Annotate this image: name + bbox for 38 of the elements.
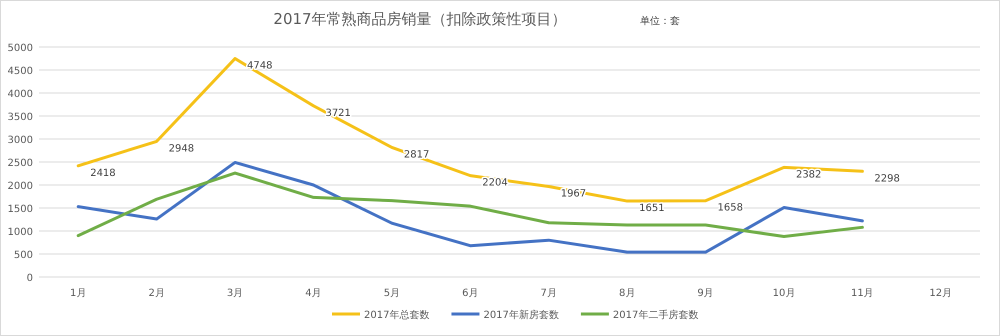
data-label: 1651 xyxy=(639,203,665,214)
y-tick-label: 0 xyxy=(26,273,33,284)
x-tick-label: 7月 xyxy=(540,288,557,299)
data-label: 1658 xyxy=(718,202,743,214)
y-tick-label: 1000 xyxy=(8,227,33,238)
x-tick-label: 2月 xyxy=(148,288,165,299)
y-tick-label: 5000 xyxy=(8,43,33,54)
data-label: 2382 xyxy=(796,169,822,180)
y-tick-label: 2000 xyxy=(8,181,33,192)
x-tick-label: 8月 xyxy=(618,288,636,299)
x-tick-label: 10月 xyxy=(772,288,796,299)
y-tick-label: 500 xyxy=(14,250,33,261)
x-tick-label: 9月 xyxy=(697,288,714,299)
y-tick-label: 2500 xyxy=(8,158,33,169)
x-tick-label: 12月 xyxy=(929,288,952,299)
data-label: 2204 xyxy=(482,178,508,189)
legend-label: 2017年新房套数 xyxy=(483,309,559,321)
legend-label: 2017年二手房套数 xyxy=(612,309,698,321)
line-series xyxy=(76,160,864,254)
data-label: 2418 xyxy=(90,168,116,179)
data-label: 1967 xyxy=(560,188,586,200)
x-tick-label: 5月 xyxy=(384,288,400,299)
y-tick-label: 3000 xyxy=(8,135,33,146)
x-tick-label: 11月 xyxy=(851,288,874,299)
text: 单位：套 xyxy=(640,15,680,27)
y-tick-label: 4000 xyxy=(8,89,33,100)
y-tick-label: 3500 xyxy=(8,112,33,123)
x-tick-label: 4月 xyxy=(305,288,322,299)
y-tick-label: 4500 xyxy=(8,66,33,77)
data-label: 2948 xyxy=(168,143,194,154)
chart-title: 2017年常熟商品房销量（扣除政策性项目） xyxy=(273,10,567,28)
x-tick-label: 3月 xyxy=(226,288,244,299)
data-label: 2298 xyxy=(874,173,900,184)
line-series xyxy=(76,57,864,203)
x-tick-label: 1月 xyxy=(70,288,86,299)
legend-label: 2017年总套数 xyxy=(364,309,430,321)
x-tick-label: 6月 xyxy=(462,288,478,299)
y-tick-label: 1500 xyxy=(8,204,33,215)
